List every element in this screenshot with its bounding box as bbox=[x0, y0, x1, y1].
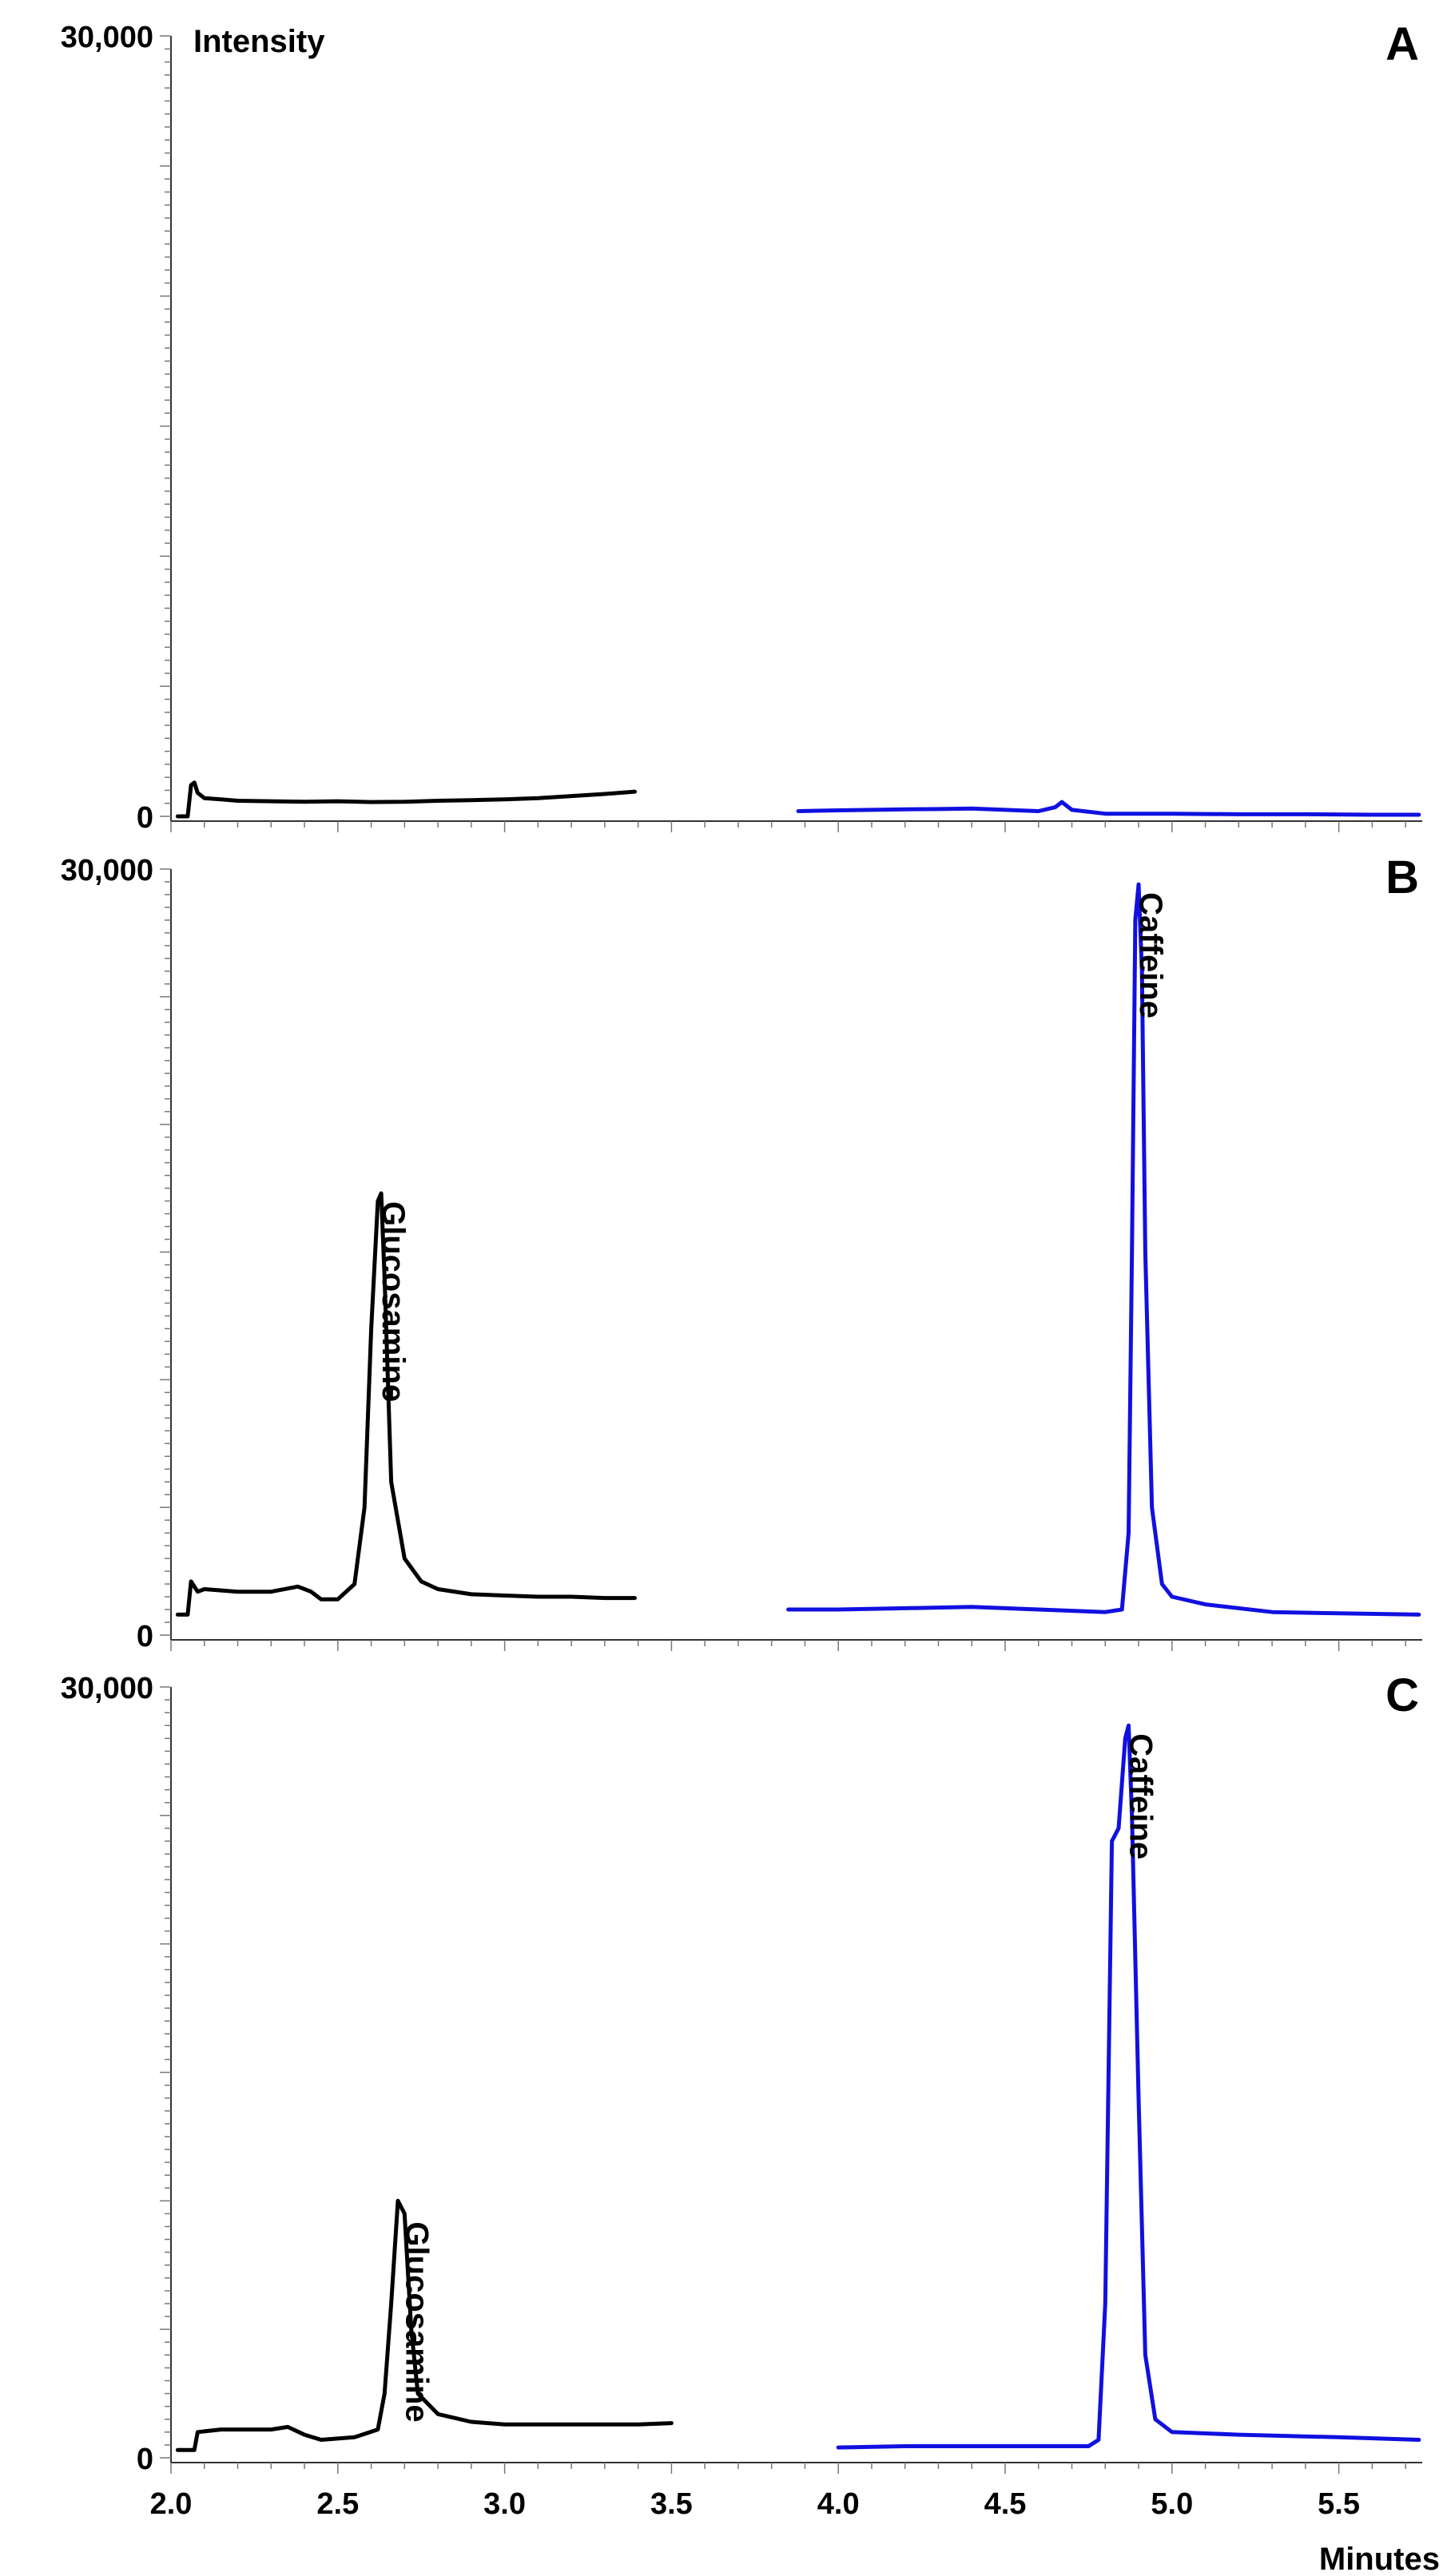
series-line-black bbox=[175, 1191, 637, 1617]
series-line-blue bbox=[836, 1723, 1421, 2450]
y-tick-label: 0 bbox=[137, 801, 153, 835]
peak-label: Glucosamine bbox=[376, 1201, 411, 1402]
series-line-blue bbox=[796, 800, 1421, 817]
x-tick-label: 4.5 bbox=[984, 2487, 1027, 2521]
x-tick-label: 3.0 bbox=[483, 2487, 526, 2521]
y-axis-title: Intensity bbox=[193, 24, 325, 59]
x-tick-label: 5.0 bbox=[1151, 2487, 1193, 2521]
panel-letter: C bbox=[1385, 1669, 1419, 1721]
peak-label: Caffeine bbox=[1133, 892, 1168, 1018]
y-tick-label: 30,000 bbox=[61, 1672, 153, 1705]
panel-letter: B bbox=[1385, 851, 1419, 903]
peak-label: Caffeine bbox=[1123, 1733, 1159, 1860]
y-tick-label: 0 bbox=[137, 2443, 153, 2476]
y-tick-label: 30,000 bbox=[61, 21, 153, 54]
panel-c: 0 30,000 C 2.0 2.5 3.0 3.5 4.0 4.5 5.0 5.5 Minutes G… bbox=[61, 1669, 1440, 2576]
x-axis-title: Minutes bbox=[1319, 2542, 1440, 2576]
series-line-black bbox=[175, 2198, 674, 2452]
x-tick-label: 2.0 bbox=[150, 2487, 193, 2521]
x-tick-label: 4.0 bbox=[817, 2487, 860, 2521]
panel-a: 0 30,000 Intensity A bbox=[61, 18, 1422, 835]
peak-label: Glucosamine bbox=[399, 2221, 434, 2422]
x-tick-label: 3.5 bbox=[650, 2487, 693, 2521]
panel-letter: A bbox=[1385, 18, 1419, 70]
series-line-black bbox=[175, 780, 637, 819]
y-tick-label: 30,000 bbox=[61, 854, 153, 887]
y-tick-label: 0 bbox=[137, 1620, 153, 1653]
panel-b: 0 30,000 B Glucosamine Caffeine bbox=[61, 851, 1422, 1653]
series-line-blue bbox=[786, 882, 1421, 1617]
x-tick-label: 5.5 bbox=[1318, 2487, 1360, 2521]
x-tick-label: 2.5 bbox=[316, 2487, 359, 2521]
